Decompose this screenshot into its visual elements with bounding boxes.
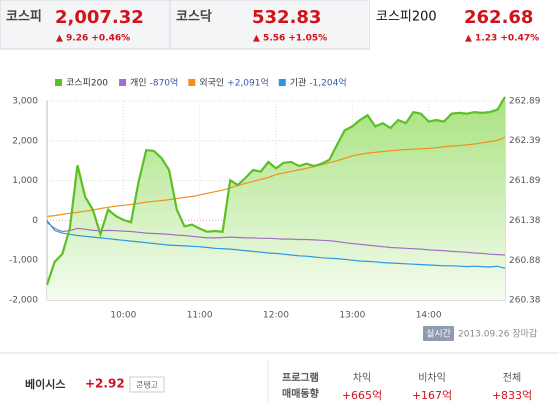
tab-selected[interactable] (370, 0, 559, 49)
tab-change: ▲ 9.26 +0.46% (56, 34, 130, 44)
y-tick-label: 1,000 (12, 176, 38, 186)
legend-label: 외국인 (199, 77, 224, 89)
tab-value: 262.68 (464, 7, 533, 28)
basis-tag: 콘탱고 (136, 380, 158, 390)
legend-swatch (55, 79, 62, 86)
y2-tick-label: 262.39 (509, 136, 541, 146)
tab[interactable] (169, 0, 371, 50)
badge-bg (423, 326, 454, 341)
x-tick-label: 10:00 (110, 311, 136, 321)
legend-value: -1,204억 (309, 77, 346, 89)
tab-change: ▲ 5.56 +1.05% (253, 34, 327, 44)
y-tick-label: -1,000 (9, 256, 38, 266)
tab-change: ▲ 1.23 +0.47% (465, 34, 539, 44)
legend-swatch (278, 79, 286, 86)
program-col-value: +167억 (412, 389, 452, 402)
legend-label: 코스피200 (66, 78, 108, 89)
series-line (46, 220, 506, 269)
legend-value: +2,091억 (227, 77, 269, 89)
area (47, 97, 505, 300)
program-col-value: +665억 (342, 389, 382, 402)
y2-tick-label: 261.38 (509, 216, 541, 226)
legend-swatch (119, 79, 127, 86)
program-label: 매매동향 (282, 387, 320, 400)
x-tick-label: 13:00 (339, 311, 365, 321)
x-tick-label: 14:00 (416, 311, 442, 321)
legend-value: -870억 (150, 77, 179, 89)
y2-tick-label: 260.88 (509, 256, 541, 266)
legend-label: 개인 (130, 78, 147, 89)
program-label: 프로그램 (282, 372, 319, 384)
y2-tick-label: 262.89 (509, 97, 541, 107)
y-tick-label: 0 (32, 216, 38, 226)
legend-label: 기관 (290, 78, 307, 89)
y-tick-label: -2,000 (9, 296, 38, 306)
tab-name: 코스피 (6, 10, 42, 25)
basis-label: 베이시스 (25, 377, 65, 391)
badge: 실시간 (426, 329, 451, 340)
series-line (45, 96, 506, 286)
x-tick-label: 12:00 (263, 311, 289, 321)
tag-box (129, 376, 165, 393)
tab-name: 코스피200 (376, 10, 437, 25)
date: 2013.09.26 장마감 (458, 328, 537, 340)
basis-value: +2.92 (85, 377, 125, 391)
legend-swatch (188, 79, 196, 86)
y2-tick-label: 260.38 (509, 296, 541, 306)
program-col-name: 비차익 (418, 372, 446, 384)
program-col-value: +833억 (492, 389, 532, 402)
y-tick-label: 2,000 (12, 136, 38, 146)
y-tick-label: 3,000 (12, 97, 38, 107)
series-line (46, 221, 506, 256)
program-col-name: 전체 (503, 372, 521, 384)
tab-value: 2,007.32 (55, 7, 144, 28)
x-tick-label: 11:00 (187, 311, 213, 321)
program-col-name: 차익 (353, 372, 371, 384)
tab-value: 532.83 (252, 7, 321, 28)
tab-name: 코스닥 (176, 9, 212, 25)
y2-tick-label: 261.89 (509, 176, 541, 186)
series-line (46, 136, 506, 217)
